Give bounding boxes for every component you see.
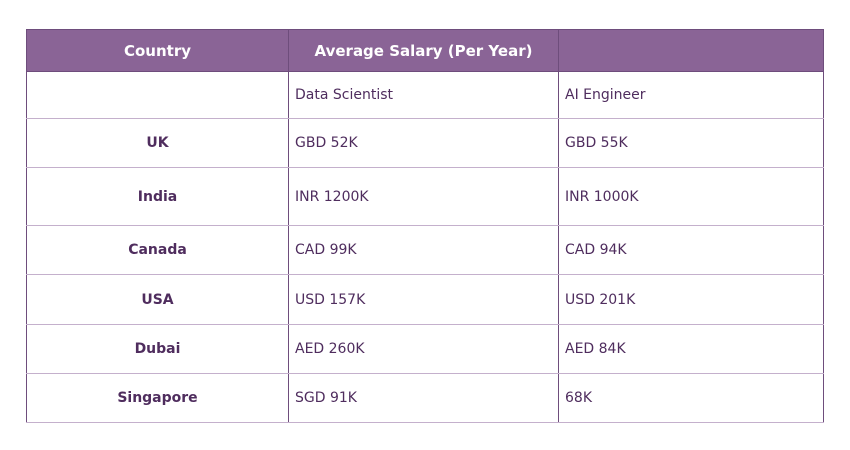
ai-engineer-salary: CAD 94K bbox=[558, 225, 824, 275]
subheader-empty bbox=[26, 71, 289, 119]
country-cell: India bbox=[26, 167, 289, 226]
country-cell: Dubai bbox=[26, 324, 289, 374]
table-row: India INR 1200K INR 1000K bbox=[26, 167, 824, 226]
ai-engineer-salary: GBD 55K bbox=[558, 118, 824, 168]
ai-engineer-salary: AED 84K bbox=[558, 324, 824, 374]
country-cell: Canada bbox=[26, 225, 289, 275]
data-scientist-salary: SGD 91K bbox=[288, 373, 559, 423]
table-row: Dubai AED 260K AED 84K bbox=[26, 324, 824, 374]
header-average-salary: Average Salary (Per Year) bbox=[288, 29, 559, 72]
header-row: Country Average Salary (Per Year) bbox=[26, 29, 824, 72]
subheader-row: Data Scientist AI Engineer bbox=[26, 71, 824, 119]
subheader-ai-engineer: AI Engineer bbox=[558, 71, 824, 119]
ai-engineer-salary: 68K bbox=[558, 373, 824, 423]
header-empty bbox=[558, 29, 824, 72]
country-cell: Singapore bbox=[26, 373, 289, 423]
header-country: Country bbox=[26, 29, 289, 72]
subheader-data-scientist: Data Scientist bbox=[288, 71, 559, 119]
table-row: Canada CAD 99K CAD 94K bbox=[26, 225, 824, 275]
table-row: Singapore SGD 91K 68K bbox=[26, 373, 824, 423]
data-scientist-salary: INR 1200K bbox=[288, 167, 559, 226]
country-cell: UK bbox=[26, 118, 289, 168]
data-scientist-salary: CAD 99K bbox=[288, 225, 559, 275]
data-scientist-salary: USD 157K bbox=[288, 274, 559, 325]
data-scientist-salary: AED 260K bbox=[288, 324, 559, 374]
ai-engineer-salary: INR 1000K bbox=[558, 167, 824, 226]
data-scientist-salary: GBD 52K bbox=[288, 118, 559, 168]
ai-engineer-salary: USD 201K bbox=[558, 274, 824, 325]
table-row: USA USD 157K USD 201K bbox=[26, 274, 824, 325]
table-row: UK GBD 52K GBD 55K bbox=[26, 118, 824, 168]
country-cell: USA bbox=[26, 274, 289, 325]
salary-table: Country Average Salary (Per Year) Data S… bbox=[26, 29, 824, 423]
